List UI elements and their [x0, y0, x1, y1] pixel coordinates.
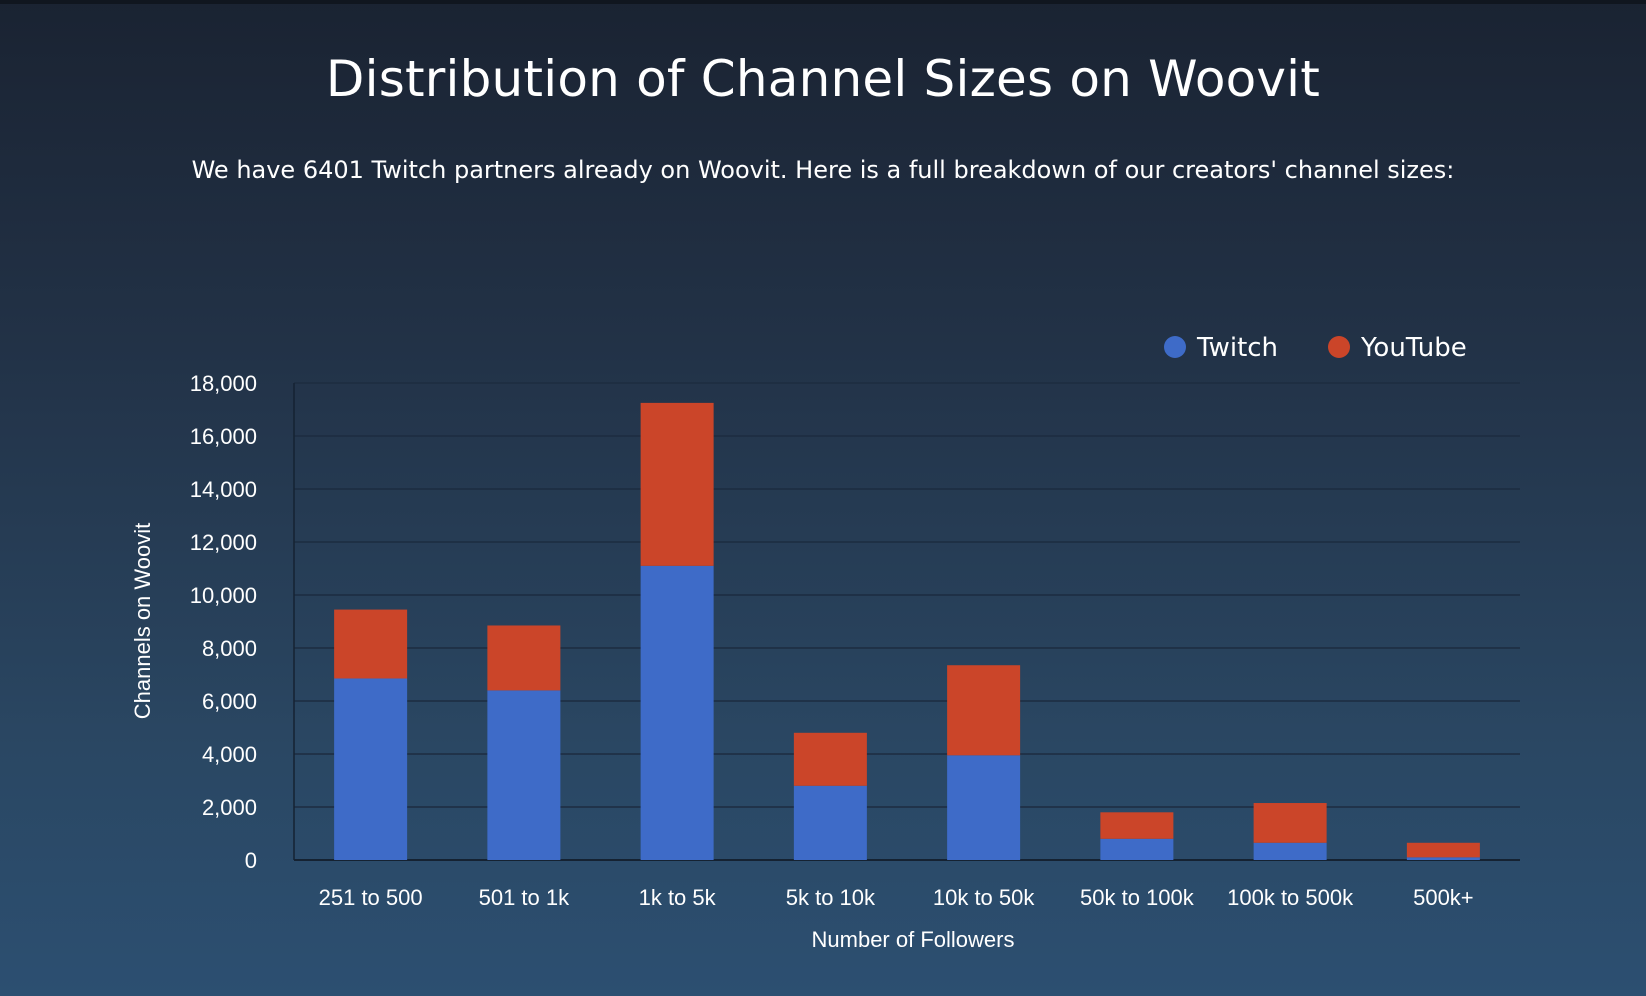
y-tick-label: 4,000 — [202, 742, 257, 767]
x-tick-label: 100k to 500k — [1227, 885, 1354, 910]
y-tick-label: 10,000 — [190, 583, 257, 608]
bar-youtube-5 — [947, 665, 1021, 756]
y-tick-label: 16,000 — [190, 424, 257, 449]
axes: 0 2,000 4,000 6,000 8,000 10,000 12,000 14,000 1… — [130, 371, 1474, 952]
y-tick-label: 12,000 — [190, 530, 257, 555]
bar-twitch-8 — [1406, 857, 1480, 860]
bar-twitch-6 — [1100, 838, 1174, 860]
bar-twitch-2 — [487, 690, 561, 860]
bar-twitch-1 — [334, 678, 408, 860]
x-tick-label: 500k+ — [1413, 885, 1474, 910]
y-axis-title: Channels on Woovit — [130, 523, 155, 720]
x-tick-label: 501 to 1k — [479, 885, 571, 910]
y-tick-label: 6,000 — [202, 689, 257, 714]
bar-twitch-3 — [640, 565, 714, 860]
bar-youtube-8 — [1406, 842, 1480, 858]
legend-label-youtube: YouTube — [1360, 333, 1467, 363]
y-tick-label: 8,000 — [202, 636, 257, 661]
bars — [334, 402, 1480, 860]
gridlines — [293, 382, 1520, 861]
legend-label-twitch: Twitch — [1196, 333, 1278, 363]
top-strip — [0, 0, 1646, 4]
page-title: Distribution of Channel Sizes on Woovit — [325, 50, 1321, 108]
legend-marker-youtube — [1328, 336, 1350, 358]
bar-youtube-7 — [1253, 803, 1327, 843]
bar-twitch-7 — [1253, 842, 1327, 860]
bar-youtube-6 — [1100, 812, 1174, 839]
legend-marker-twitch — [1164, 336, 1186, 358]
bar-youtube-4 — [793, 732, 867, 786]
y-tick-label: 14,000 — [190, 477, 257, 502]
x-tick-label: 10k to 50k — [933, 885, 1036, 910]
x-tick-label: 251 to 500 — [319, 885, 423, 910]
x-axis-title: Number of Followers — [812, 927, 1015, 952]
x-tick-label: 1k to 5k — [639, 885, 717, 910]
y-tick-label: 0 — [245, 848, 257, 873]
page-subtitle: We have 6401 Twitch partners already on … — [191, 156, 1455, 184]
bar-youtube-2 — [487, 625, 561, 691]
bar-twitch-5 — [947, 755, 1021, 860]
y-tick-label: 18,000 — [190, 371, 257, 396]
x-tick-label: 50k to 100k — [1080, 885, 1195, 910]
bar-youtube-1 — [334, 609, 408, 679]
y-tick-label: 2,000 — [202, 795, 257, 820]
bar-youtube-3 — [640, 402, 714, 566]
bar-twitch-4 — [793, 785, 867, 860]
x-tick-label: 5k to 10k — [786, 885, 876, 910]
legend: Twitch YouTube — [1164, 333, 1467, 363]
